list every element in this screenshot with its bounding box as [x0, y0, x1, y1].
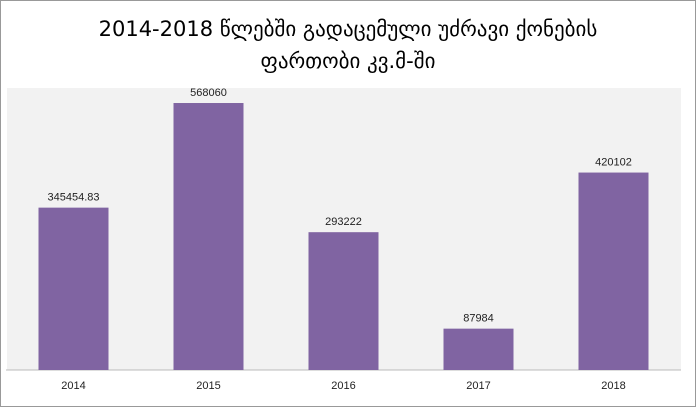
data-label: 87984: [463, 313, 494, 325]
bar: [443, 328, 514, 370]
bar: [308, 232, 379, 370]
x-tick-label: 2015: [196, 380, 220, 392]
bar: [578, 172, 649, 370]
data-label: 293222: [325, 216, 362, 228]
chart-title: 2014-2018 წლებში გადაცემული უძრავი ქონებ…: [99, 17, 598, 41]
x-tick-label: 2018: [601, 380, 625, 392]
data-label: 345454.83: [48, 192, 100, 204]
bar: [173, 103, 244, 370]
bar: [38, 207, 109, 370]
data-label: 420102: [595, 156, 632, 168]
chart-title: ფართობი კვ.მ-ში: [261, 49, 436, 73]
x-tick-label: 2017: [466, 380, 490, 392]
x-tick-label: 2014: [61, 380, 85, 392]
data-label: 568060: [190, 87, 227, 99]
x-tick-label: 2016: [331, 380, 355, 392]
